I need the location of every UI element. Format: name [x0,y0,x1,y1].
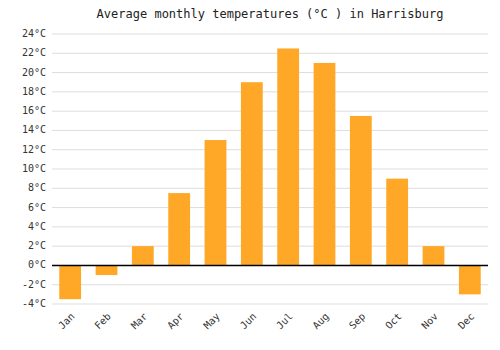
grid-line [52,149,488,150]
y-tick-label: 10°C [22,163,46,174]
y-tick-label: 4°C [28,221,46,232]
y-tick-label: 24°C [22,28,46,39]
x-tick-label: Nov [419,311,440,332]
y-tick-label: -2°C [22,279,46,290]
x-tick-label: Jun [238,311,259,332]
grid-line [52,130,488,131]
bar [423,246,445,265]
bar [132,246,154,265]
bars [59,48,480,299]
y-tick-label: 20°C [22,67,46,78]
title: Average monthly temperatures (°C ) in Ha… [97,7,444,21]
x-tick-label: Sep [347,311,368,332]
x-tick-label: Oct [383,311,404,332]
y-tick-label: 12°C [22,144,46,155]
grid-line [52,111,488,112]
x-tick-label: Apr [165,311,186,332]
bar [459,265,481,294]
y-tick-label: 22°C [22,47,46,58]
grid [52,34,488,304]
grid-line [52,304,488,305]
bar [96,265,118,275]
y-tick-label: 2°C [28,240,46,251]
grid-line [52,169,488,170]
grid-line [52,72,488,73]
chart: -4°C -2°C 0°C 2°C 4°C 6°C 8°C 10°C 12°C 14°C 16°C 1… [0,0,500,350]
y-axis: -4°C -2°C 0°C 2°C 4°C 6°C 8°C 10°C 12°C 14°C 16°C 1… [22,28,46,309]
grid-line [52,91,488,92]
y-tick-label: 8°C [28,182,46,193]
grid-line [52,284,488,285]
x-tick-label: Jul [274,311,295,332]
grid-line [52,265,488,266]
zero-line [52,265,488,267]
grid-line [52,226,488,227]
x-tick-label: Dec [456,311,477,332]
bar [350,116,372,265]
x-tick-label: Feb [92,311,113,332]
x-tick-label: Mar [129,311,150,332]
y-tick-label: -4°C [22,298,46,309]
x-tick-label: Jan [56,311,77,332]
bar [241,82,263,265]
x-tick-label: May [201,311,222,332]
chart-container: -4°C -2°C 0°C 2°C 4°C 6°C 8°C 10°C 12°C 14°C 16°C 1… [0,0,500,350]
x-axis: Jan Feb Mar Apr May Jun Jul Aug Sep Oct Nov Dec [56,311,476,332]
bar [314,63,336,265]
y-tick-label: 16°C [22,105,46,116]
x-tick-label: Aug [310,311,331,332]
grid-line [52,188,488,189]
bar [386,179,408,266]
grid-line [52,34,488,35]
y-tick-label: 14°C [22,124,46,135]
bar [59,265,81,299]
grid-line [52,207,488,208]
bar [205,140,227,265]
grid-line [52,53,488,54]
y-tick-label: 0°C [28,259,46,270]
bar [277,48,299,265]
y-tick-label: 18°C [22,86,46,97]
bar [168,193,190,265]
y-tick-label: 6°C [28,202,46,213]
